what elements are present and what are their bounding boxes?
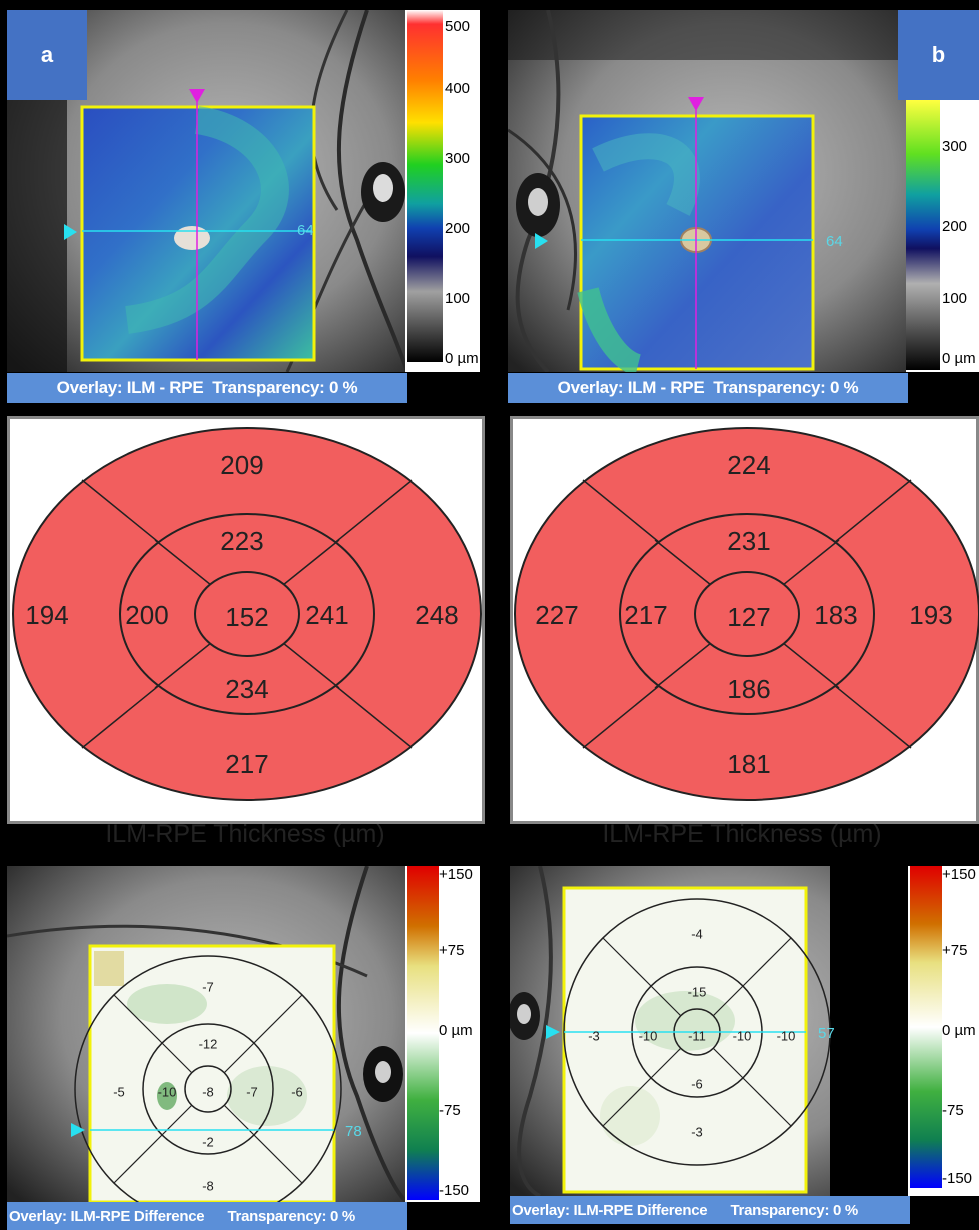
panel-a-tick-500: 500 bbox=[445, 18, 471, 35]
panel-a-thickness-caption: ILM-RPE Thickness (µm) bbox=[105, 820, 385, 848]
panel-a-outer-left-value: 194 bbox=[25, 600, 68, 630]
panel-b-diff-center: -11 bbox=[688, 1029, 706, 1044]
panel-a-diff-outer-left: -5 bbox=[113, 1085, 125, 1100]
panel-b-diff-tick-minus75: -75 bbox=[942, 1102, 964, 1119]
panel-a-tick-400: 400 bbox=[445, 80, 471, 97]
panel-a-overlay-status-bar: Overlay: ILM - RPE Transparency: 0 % bbox=[7, 373, 407, 403]
panel-b-diff-tick-minus150: -150 bbox=[942, 1170, 973, 1187]
panel-a-diff-fundus-image: 78 -7 -12 -5 -10 -8 -7 -6 -2 -8 bbox=[7, 866, 407, 1202]
panel-a-inner-left-value: 200 bbox=[125, 600, 168, 630]
panel-b-diff-inner-left: -10 bbox=[639, 1029, 658, 1044]
panel-b-diff-inner-inferior: -6 bbox=[691, 1077, 703, 1092]
panel-a-diff-colorbar bbox=[407, 866, 439, 1200]
panel-b-diff-outer-left: -3 bbox=[588, 1029, 600, 1044]
panel-a-tick-300: 300 bbox=[445, 150, 471, 167]
panel-b-inner-superior-value: 231 bbox=[727, 526, 770, 556]
panel-a-tick-200: 200 bbox=[445, 220, 471, 237]
panel-b-diff-tick-plus75: +75 bbox=[942, 942, 968, 959]
panel-a-thickness-overlay: 64 a 500 400 300 200 100 0 µm Overlay: I… bbox=[7, 10, 480, 403]
panel-a-badge: a bbox=[7, 10, 87, 100]
panel-a-scan-line-value: 64 bbox=[297, 222, 314, 239]
panel-b-outer-left-value: 227 bbox=[535, 600, 578, 630]
panel-b-inner-inferior-value: 186 bbox=[727, 674, 770, 704]
panel-a-diff-outer-right: -6 bbox=[291, 1085, 303, 1100]
panel-b-tick-0: 0 µm bbox=[942, 350, 976, 367]
panel-b-diff-fundus-image: 57 -4 -15 -3 -10 -11 -10 -10 -6 -3 bbox=[510, 866, 908, 1196]
panel-b-thickness-overlay: 64 b 300 200 100 0 µm Overlay: ILM - RPE… bbox=[508, 10, 979, 403]
panel-b-center-value: 127 bbox=[727, 602, 770, 632]
panel-a-inner-inferior-value: 234 bbox=[225, 674, 268, 704]
panel-b-outer-right-value: 193 bbox=[909, 600, 952, 630]
panel-b-scan-line-value: 64 bbox=[826, 233, 843, 250]
panel-a-diff-inner-superior: -12 bbox=[199, 1037, 218, 1052]
panel-a-diff-colorbar-panel: +150 +75 0 µm -75 -150 bbox=[405, 866, 480, 1202]
panel-b-outer-superior-value: 224 bbox=[727, 450, 770, 480]
panel-a-diff-inner-inferior: -2 bbox=[202, 1135, 214, 1150]
panel-a-inner-right-value: 241 bbox=[305, 600, 348, 630]
panel-b-diff-outer-inferior: -3 bbox=[691, 1125, 703, 1140]
panel-a-diff-inner-right: -7 bbox=[246, 1085, 258, 1100]
panel-b-diff-tick-0: 0 µm bbox=[942, 1022, 976, 1039]
panel-a-etdrs-map: 209 223 194 200 152 241 248 234 217 bbox=[7, 416, 485, 824]
panel-b-diff-colorbar-panel: +150 +75 0 µm -75 -150 bbox=[908, 866, 979, 1196]
panel-b-thickness-caption: ILM-RPE Thickness (µm) bbox=[602, 820, 882, 848]
panel-b-colorbar bbox=[906, 100, 940, 370]
panel-b-difference-overlay: 57 -4 -15 -3 -10 -11 -10 -10 -6 -3 +150 … bbox=[510, 866, 979, 1230]
panel-a-diff-center: -8 bbox=[202, 1085, 214, 1100]
panel-a-diff-scan-line-value: 78 bbox=[345, 1123, 362, 1140]
panel-a-diff-inner-left: -10 bbox=[158, 1085, 177, 1100]
panel-b-tick-200: 200 bbox=[942, 218, 968, 235]
panel-a-difference-overlay: 78 -7 -12 -5 -10 -8 -7 -6 -2 -8 +150 +75… bbox=[7, 866, 480, 1230]
panel-a-diff-tick-0: 0 µm bbox=[439, 1022, 473, 1039]
panel-b-inner-left-value: 217 bbox=[624, 600, 667, 630]
panel-a-tick-100: 100 bbox=[445, 290, 471, 307]
panel-b-diff-outer-superior: -4 bbox=[691, 927, 703, 942]
panel-b-inner-right-value: 183 bbox=[814, 600, 857, 630]
panel-b-etdrs-map: 224 231 227 217 127 183 193 186 181 bbox=[510, 416, 979, 824]
panel-a-diff-tick-minus150: -150 bbox=[439, 1182, 470, 1199]
panel-b-badge: b bbox=[898, 10, 979, 100]
panel-b-diff-colorbar bbox=[910, 866, 942, 1188]
panel-b-diff-scan-line-value: 57 bbox=[818, 1025, 835, 1042]
panel-a-center-value: 152 bbox=[225, 602, 268, 632]
panel-b-colorbar-panel: 300 200 100 0 µm bbox=[906, 100, 979, 372]
panel-b-diff-inner-superior: -15 bbox=[688, 985, 707, 1000]
panel-a-outer-inferior-value: 217 bbox=[225, 749, 268, 779]
panel-b-tick-300: 300 bbox=[942, 138, 968, 155]
panel-a-diff-tick-minus75: -75 bbox=[439, 1102, 461, 1119]
panel-a-diff-status-bar: Overlay: ILM-RPE Difference Transparency… bbox=[7, 1202, 407, 1230]
panel-a-outer-right-value: 248 bbox=[415, 600, 458, 630]
panel-b-diff-tick-plus150: +150 bbox=[942, 866, 976, 883]
panel-b-overlay-status-bar: Overlay: ILM - RPE Transparency: 0 % bbox=[508, 373, 908, 403]
panel-a-colorbar bbox=[407, 10, 443, 362]
panel-b-diff-outer-right: -10 bbox=[777, 1029, 796, 1044]
panel-a-diff-outer-inferior: -8 bbox=[202, 1179, 214, 1194]
panel-b-tick-100: 100 bbox=[942, 290, 968, 307]
panel-b-fundus-image: 64 bbox=[508, 10, 908, 372]
panel-a-outer-superior-value: 209 bbox=[220, 450, 263, 480]
panel-b-outer-inferior-value: 181 bbox=[727, 749, 770, 779]
panel-a-inner-superior-value: 223 bbox=[220, 526, 263, 556]
panel-a-diff-tick-plus150: +150 bbox=[439, 866, 473, 883]
panel-b-diff-inner-right: -10 bbox=[733, 1029, 752, 1044]
panel-b-diff-status-bar: Overlay: ILM-RPE Difference Transparency… bbox=[510, 1196, 910, 1224]
panel-a-diff-tick-plus75: +75 bbox=[439, 942, 465, 959]
panel-a-colorbar-panel: 500 400 300 200 100 0 µm bbox=[405, 10, 480, 372]
panel-a-tick-0: 0 µm bbox=[445, 350, 479, 367]
panel-a-diff-outer-superior: -7 bbox=[202, 980, 214, 995]
